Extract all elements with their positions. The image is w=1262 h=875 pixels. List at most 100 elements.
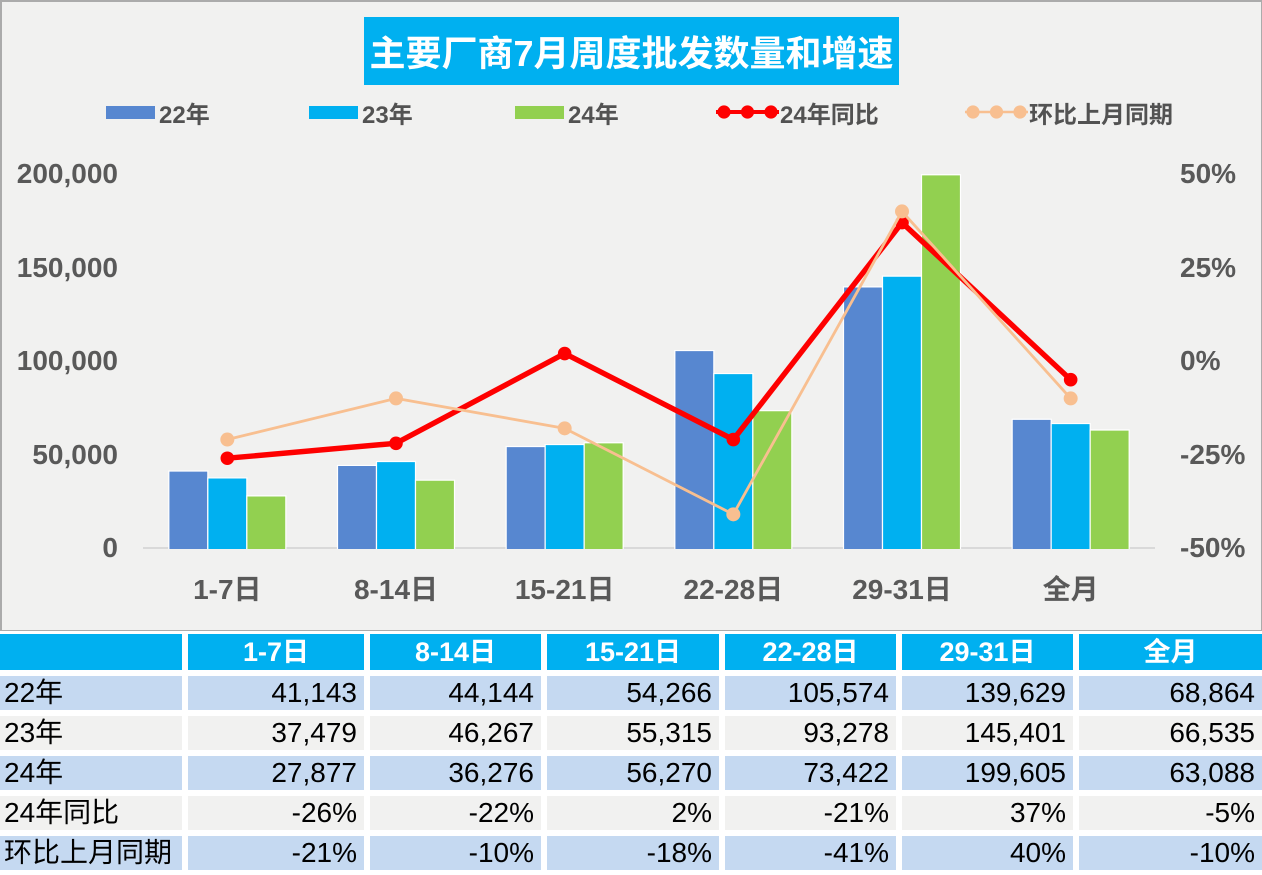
- legend-label-24: 24年: [568, 101, 619, 129]
- bar-rect-22年-4: [843, 286, 883, 549]
- line-path-24年同比: [227, 219, 1073, 461]
- table-cell-2-1: 27,877: [188, 756, 370, 796]
- x-axis-label-1: 8-14日: [353, 574, 439, 605]
- bar-rect-22年-2: [506, 446, 546, 549]
- y2-axis-tick-2: 0%: [1180, 345, 1221, 376]
- bar-rect-23年-4: [882, 276, 922, 549]
- table-cell-4-6: -10%: [1079, 836, 1262, 870]
- marker-24年同比-0: [220, 451, 235, 466]
- bar-24年-3: [752, 410, 793, 549]
- legend-label-22: 22年: [159, 101, 210, 129]
- y-axis-tick-3: 150,000: [16, 251, 118, 283]
- data-table: 1-7日 8-14日 15-21日 22-28日 29-31日 全月 22年 41,143 44…: [0, 634, 1262, 870]
- table-cell-3-4: -21%: [725, 796, 902, 836]
- legend-label-yoy: 24年同比: [780, 101, 879, 129]
- table-cell-2-5: 199,605: [902, 756, 1079, 796]
- bar-rect-23年-0: [207, 477, 247, 549]
- table-cell-1-4: 93,278: [725, 716, 902, 756]
- legend-label-mom: 环比上月同期: [1029, 101, 1173, 129]
- y-axis-tick-1: 50,000: [32, 438, 118, 470]
- table-header-cell-1: 1-7日: [188, 634, 370, 676]
- table-cell-3-6: -5%: [1079, 796, 1262, 836]
- legend-line-marker-yoy: [716, 105, 779, 119]
- bar-rect-22年-5: [1012, 419, 1052, 549]
- bar-rect-23年-1: [376, 461, 416, 549]
- marker-环比上月同期-0: [220, 432, 235, 447]
- bar-23年-0: [207, 477, 248, 549]
- table-row-24年同比: 24年同比 -26% -22% 2% -21% 37% -5%: [0, 796, 1262, 836]
- legend-dot: [740, 105, 755, 119]
- bar-22年-5: [1011, 418, 1052, 549]
- bar-rect-24年-5: [1090, 430, 1130, 549]
- table-cell-2-4: 73,422: [725, 756, 902, 796]
- table-row-22年: 22年 41,143 44,144 54,266 105,574 139,629 68,86…: [0, 676, 1262, 716]
- table-header-row: 1-7日 8-14日 15-21日 22-28日 29-31日 全月: [0, 634, 1262, 676]
- bar-22年-4: [842, 286, 884, 549]
- table-cell-3-2: -22%: [370, 796, 547, 836]
- marker-环比上月同期-3: [726, 507, 741, 522]
- table-cell-3-3: 2%: [547, 796, 725, 836]
- bar-outline-24年-0: [246, 495, 287, 549]
- bar-24年-5: [1089, 429, 1130, 549]
- bar-rect-22年-0: [168, 471, 208, 549]
- marker-24年同比-5: [1063, 372, 1078, 387]
- bar-23年-2: [544, 443, 585, 549]
- x-axis-label-3: 22-28日: [683, 574, 784, 605]
- bar-rect-24年-0: [246, 495, 286, 549]
- table-header-cell-4: 22-28日: [725, 634, 902, 676]
- table-cell-2-3: 56,270: [547, 756, 725, 796]
- table-cell-4-5: 40%: [902, 836, 1079, 870]
- legend-item-23: 23年: [309, 99, 413, 129]
- line-series-环比上月同期: [220, 204, 1078, 522]
- bar-22年-0: [168, 470, 209, 549]
- bar-24年-2: [583, 442, 624, 549]
- bar-22年-2: [505, 445, 546, 549]
- table-cell-0-1: 41,143: [188, 676, 370, 716]
- bar-22年-3: [674, 349, 715, 549]
- table-row-环比上月同期: 环比上月同期 -21% -10% -18% -41% 40% -10%: [0, 836, 1262, 870]
- chart-title: 主要厂商7月周度批发数量和增速: [364, 17, 899, 85]
- bar-23年-4: [881, 275, 923, 549]
- table-cell-2-2: 36,276: [370, 756, 547, 796]
- bar-rect-24年-3: [752, 410, 792, 549]
- legend-dot: [989, 105, 1004, 119]
- table-cell-4-1: -21%: [188, 836, 370, 870]
- table-header-cell-2: 8-14日: [370, 634, 547, 676]
- x-axis-label-0: 1-7日: [193, 574, 262, 605]
- table-row-label-1-0: 23年: [0, 716, 188, 756]
- table-header-cell-3: 15-21日: [547, 634, 725, 676]
- table-header-cell-5: 29-31日: [902, 634, 1079, 676]
- bar-rect-23年-5: [1051, 423, 1091, 549]
- legend-label-23: 23年: [362, 101, 413, 129]
- x-axis-line: [143, 547, 1155, 549]
- bar-23年-1: [375, 460, 417, 549]
- y2-axis-tick-1: -25%: [1180, 438, 1246, 470]
- table-cell-1-6: 66,535: [1079, 716, 1262, 756]
- table-cell-3-5: 37%: [902, 796, 1079, 836]
- bar-24年-0: [246, 495, 287, 549]
- table-cell-0-4: 105,574: [725, 676, 902, 716]
- y2-axis-tick-0: -50%: [1180, 532, 1246, 563]
- legend-item-24: 24年: [515, 99, 619, 129]
- bar-outline-24年-4: [920, 174, 962, 549]
- legend-item-yoy: 24年同比: [716, 99, 879, 129]
- table-zone: 1-7日 8-14日 15-21日 22-28日 29-31日 全月 22年 41,143 44…: [0, 631, 1262, 875]
- table-row-label-3-0: 24年同比: [0, 796, 188, 836]
- marker-24年同比-1: [389, 436, 403, 451]
- table-row-23年: 23年 37,479 46,267 55,315 93,278 145,401 66,535: [0, 716, 1262, 756]
- bar-rect-24年-4: [921, 174, 961, 549]
- bar-outline-24年-2: [583, 442, 624, 549]
- y2-axis-tick-3: 25%: [1180, 251, 1237, 283]
- y2-axis-tick-4: 50%: [1180, 158, 1237, 189]
- bar-rect-24年-2: [584, 442, 624, 549]
- line-path-环比上月同期: [227, 209, 1072, 516]
- table-cell-0-5: 139,629: [902, 676, 1079, 716]
- legend-swatch-23: [309, 105, 358, 119]
- table-cell-1-5: 145,401: [902, 716, 1079, 756]
- bar-23年-3: [713, 372, 754, 549]
- table-cell-2-6: 63,088: [1079, 756, 1262, 796]
- table-row-24年: 24年 27,877 36,276 56,270 73,422 199,605 63,088: [0, 756, 1262, 796]
- table-cell-1-1: 37,479: [188, 716, 370, 756]
- table-cell-0-3: 54,266: [547, 676, 725, 716]
